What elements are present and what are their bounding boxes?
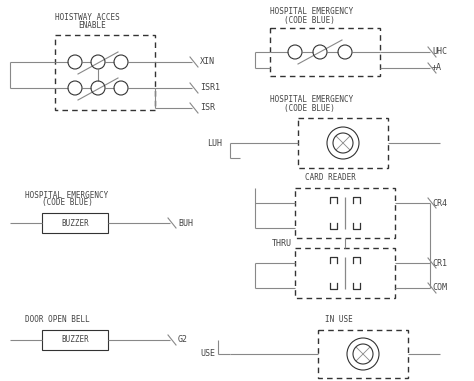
Text: LUH: LUH xyxy=(207,139,222,147)
Text: USE: USE xyxy=(200,349,215,359)
Bar xyxy=(270,28,380,76)
Text: BUZZER: BUZZER xyxy=(61,218,89,227)
Text: HOSPITAL EMERGENCY: HOSPITAL EMERGENCY xyxy=(25,190,108,200)
Bar xyxy=(295,248,395,298)
Text: CR1: CR1 xyxy=(432,258,447,267)
Text: CR4: CR4 xyxy=(432,199,447,208)
Text: XIN: XIN xyxy=(200,58,215,67)
Text: HOSPITAL EMERGENCY: HOSPITAL EMERGENCY xyxy=(270,96,353,104)
Bar xyxy=(298,118,388,168)
Text: HOISTWAY ACCES: HOISTWAY ACCES xyxy=(55,13,120,21)
Bar xyxy=(318,330,408,378)
Bar xyxy=(42,213,108,233)
Text: BUZZER: BUZZER xyxy=(61,336,89,344)
Text: IN USE: IN USE xyxy=(325,315,353,325)
Bar xyxy=(42,330,108,350)
Text: DOOR OPEN BELL: DOOR OPEN BELL xyxy=(25,315,90,325)
Text: (CODE BLUE): (CODE BLUE) xyxy=(284,104,335,112)
Text: CARD READER: CARD READER xyxy=(305,173,356,182)
Text: UHC: UHC xyxy=(432,48,447,56)
Text: BUH: BUH xyxy=(178,218,193,227)
Text: COM: COM xyxy=(432,283,447,293)
Bar xyxy=(295,188,395,238)
Text: ENABLE: ENABLE xyxy=(78,21,106,29)
Bar xyxy=(55,35,155,110)
Text: ISR: ISR xyxy=(200,104,215,112)
Text: HOSPITAL EMERGENCY: HOSPITAL EMERGENCY xyxy=(270,8,353,16)
Text: ISR1: ISR1 xyxy=(200,83,220,93)
Text: THRU: THRU xyxy=(272,239,292,248)
Text: +A: +A xyxy=(432,64,442,72)
Text: (CODE BLUE): (CODE BLUE) xyxy=(284,16,335,24)
Text: (CODE BLUE): (CODE BLUE) xyxy=(42,199,93,208)
Text: G2: G2 xyxy=(178,336,188,344)
